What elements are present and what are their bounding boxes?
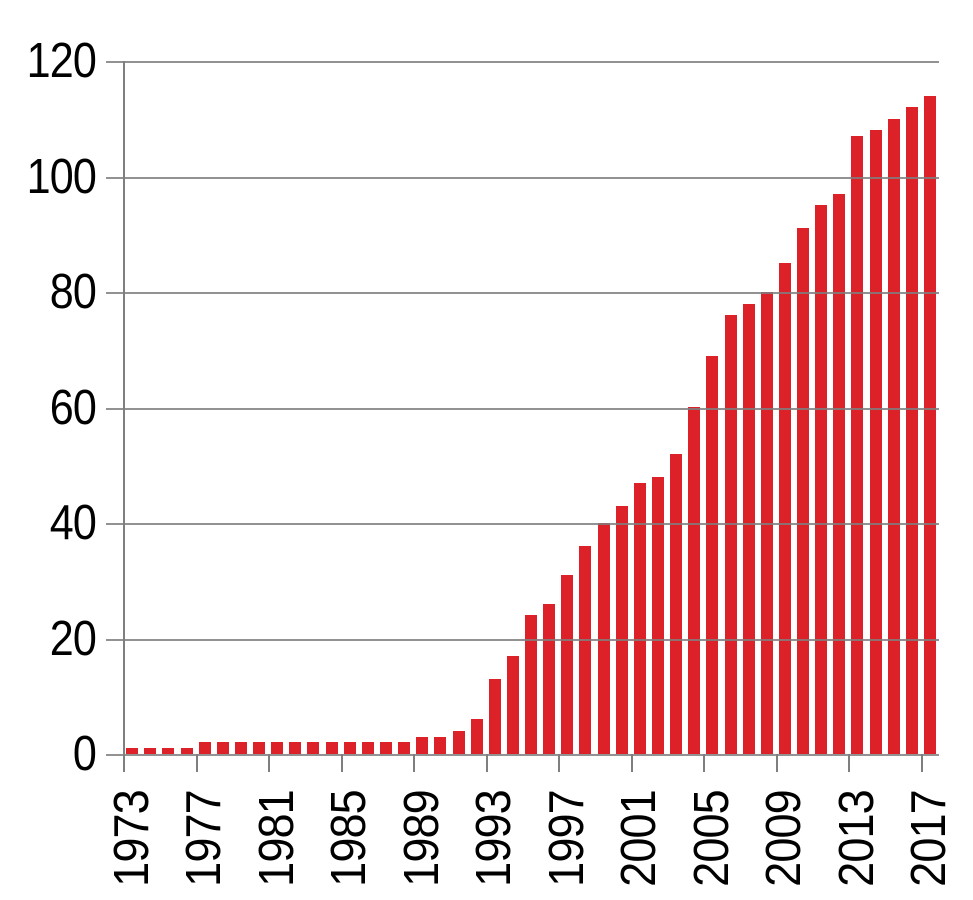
bar: [307, 742, 320, 754]
gridline: [106, 408, 939, 410]
y-axis-tick-label: 0: [72, 727, 97, 781]
gridline: [106, 177, 939, 179]
bar: [180, 748, 193, 754]
gridline: [106, 523, 939, 525]
x-axis-line: [106, 754, 939, 756]
bar: [343, 742, 356, 754]
bar: [887, 119, 900, 754]
gridline: [106, 292, 939, 294]
x-axis-tick-label: 2005: [684, 790, 739, 887]
bar: [126, 748, 139, 754]
bar: [525, 615, 537, 754]
bar: [144, 748, 157, 754]
x-axis-tick: [413, 754, 416, 772]
x-axis-tick: [775, 754, 778, 772]
y-axis-tick-label: 100: [26, 150, 97, 204]
bar: [561, 575, 574, 754]
bar: [633, 483, 646, 754]
bar: [797, 228, 809, 754]
bar: [470, 719, 483, 754]
bar: [398, 742, 411, 754]
x-axis-tick-label: 1997: [539, 790, 594, 887]
y-axis-tick-label: 60: [49, 381, 97, 435]
bar: [778, 263, 791, 754]
bar: [379, 742, 392, 754]
x-axis-tick-label: 1973: [104, 790, 159, 887]
bar: [452, 731, 465, 754]
bar: [688, 407, 701, 754]
bar: [724, 315, 737, 754]
bar: [234, 742, 247, 754]
y-axis-line: [123, 61, 125, 756]
bar: [416, 737, 429, 754]
bar: [361, 742, 374, 754]
x-axis-tick: [268, 754, 271, 772]
bar: [833, 194, 846, 754]
bar: [216, 742, 229, 754]
x-axis-tick: [123, 754, 125, 772]
bar: [506, 656, 519, 754]
x-axis-tick-label: 2013: [829, 790, 884, 887]
bar: [271, 742, 284, 754]
x-axis-tick: [703, 754, 706, 772]
bar: [289, 742, 302, 754]
bar: [670, 454, 683, 754]
gridline: [106, 61, 939, 63]
x-axis-tick: [920, 754, 923, 772]
bar: [325, 742, 338, 754]
y-axis-tick-label: 20: [49, 612, 97, 666]
x-axis-tick-label: 1993: [467, 790, 522, 887]
bar: [905, 107, 918, 754]
x-axis-tick-label: 2001: [612, 790, 667, 887]
bar: [488, 679, 501, 754]
x-axis-tick: [340, 754, 343, 772]
bar: [253, 742, 265, 754]
x-axis-tick: [630, 754, 633, 772]
x-axis-tick: [848, 754, 851, 772]
x-axis-tick-label: 1989: [394, 790, 449, 887]
gridline: [106, 639, 939, 641]
bar: [815, 205, 828, 754]
x-axis-tick-label: 1981: [249, 790, 304, 887]
bar: [597, 523, 610, 754]
bar: [198, 742, 211, 754]
y-axis-tick-label: 80: [49, 265, 97, 319]
x-axis-tick-label: 1977: [177, 790, 232, 887]
bar: [543, 604, 556, 754]
bar: [869, 130, 882, 754]
x-axis-tick-label: 1985: [322, 790, 377, 887]
bar: [706, 356, 719, 754]
x-axis-tick-label: 2017: [902, 790, 957, 887]
bar: [434, 737, 447, 754]
x-axis-tick: [195, 754, 198, 772]
x-axis-tick: [485, 754, 488, 772]
bar: [651, 477, 664, 754]
bar: [579, 546, 592, 754]
x-axis-tick-label: 2009: [757, 790, 812, 887]
y-axis-tick-label: 40: [49, 496, 97, 550]
bar: [742, 304, 755, 754]
bar: [923, 96, 936, 754]
bar: [615, 506, 628, 754]
y-axis-tick-label: 120: [26, 34, 97, 88]
bar: [162, 748, 175, 754]
x-axis-tick: [558, 754, 561, 772]
bar: [851, 136, 864, 754]
